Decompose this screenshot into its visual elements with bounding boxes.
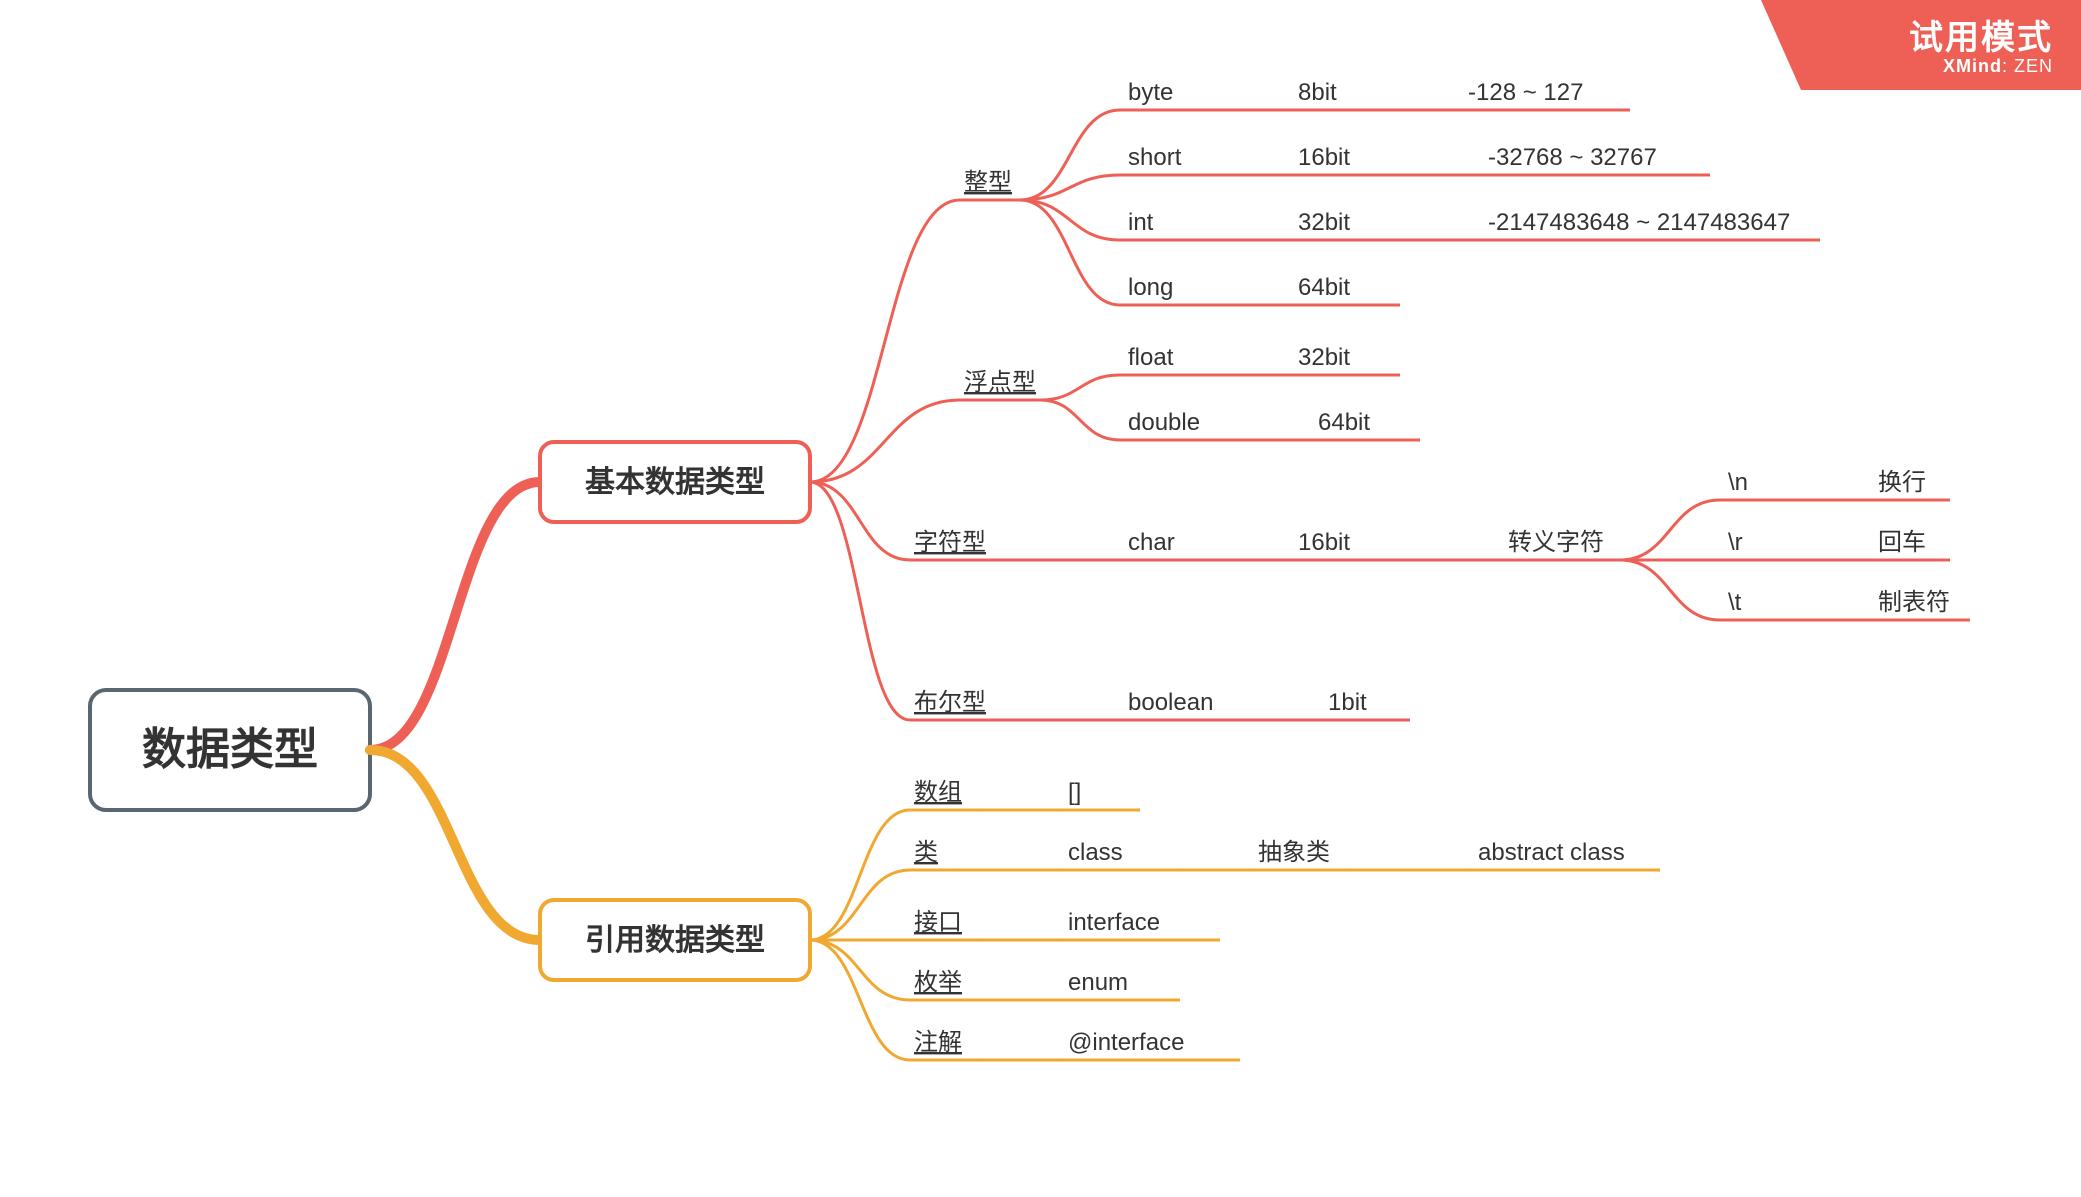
leaf-reference-4-0-label: @interface bbox=[1068, 1029, 1184, 1056]
connector bbox=[810, 810, 910, 940]
connector bbox=[1620, 560, 1720, 620]
connector bbox=[1620, 500, 1720, 560]
connector bbox=[810, 400, 960, 482]
connector bbox=[370, 750, 540, 940]
leaf-basic-0-0-c0-label: 8bit bbox=[1298, 79, 1337, 106]
leaf-basic-2-0-c0-c0-c1-c0-label: 回车 bbox=[1878, 529, 1926, 556]
connector bbox=[810, 482, 910, 720]
leaf-basic-0-3-c0-label: 64bit bbox=[1298, 274, 1350, 301]
leaf-basic-1-0-c0-label: 32bit bbox=[1298, 344, 1350, 371]
category-reference-label: 引用数据类型 bbox=[585, 924, 765, 957]
connector bbox=[1020, 200, 1120, 240]
trial-banner-subtitle: XMind: ZEN bbox=[1943, 56, 2053, 77]
leaf-basic-2-0-c0-c0-label: 转义字符 bbox=[1508, 529, 1604, 556]
subtype-interface-label: 接口 bbox=[914, 909, 962, 936]
leaf-basic-3-0-label: boolean bbox=[1128, 689, 1213, 716]
leaf-basic-2-0-c0-label: 16bit bbox=[1298, 529, 1350, 556]
connector bbox=[810, 870, 910, 940]
leaf-basic-0-1-c0-c0-label: -32768 ~ 32767 bbox=[1488, 144, 1657, 171]
subtype-int-type-label: 整型 bbox=[964, 169, 1012, 196]
leaf-basic-0-2-c0-c0-label: -2147483648 ~ 2147483647 bbox=[1488, 209, 1790, 236]
subtype-char-type-label: 字符型 bbox=[914, 529, 986, 556]
leaf-reference-1-0-label: class bbox=[1068, 839, 1123, 866]
leaf-basic-0-2-label: int bbox=[1128, 209, 1154, 236]
leaf-basic-2-0-c0-c0-c2-label: \t bbox=[1728, 589, 1742, 616]
trial-banner-title: 试用模式 bbox=[1909, 10, 2053, 59]
subtype-enum-label: 枚举 bbox=[914, 969, 962, 996]
subtype-bool-type-label: 布尔型 bbox=[914, 689, 986, 716]
connector bbox=[1020, 200, 1120, 305]
leaf-reference-1-0-c0-c0-label: abstract class bbox=[1478, 839, 1625, 866]
connector bbox=[810, 940, 910, 1060]
subtype-class-label: 类 bbox=[914, 839, 938, 866]
subtype-array-label: 数组 bbox=[914, 779, 962, 806]
leaf-basic-1-0-label: float bbox=[1128, 344, 1174, 371]
leaf-basic-0-0-label: byte bbox=[1128, 79, 1173, 106]
leaf-basic-1-1-c0-label: 64bit bbox=[1318, 409, 1370, 436]
leaf-basic-2-0-label: char bbox=[1128, 529, 1175, 556]
connector bbox=[810, 482, 910, 560]
leaf-basic-1-1-label: double bbox=[1128, 409, 1200, 436]
leaf-reference-2-0-label: interface bbox=[1068, 909, 1160, 936]
leaf-basic-0-3-label: long bbox=[1128, 274, 1173, 301]
trial-banner: 试用模式 XMind: ZEN bbox=[1761, 0, 2081, 90]
leaf-basic-3-0-c0-label: 1bit bbox=[1328, 689, 1367, 716]
leaf-basic-0-1-c0-label: 16bit bbox=[1298, 144, 1350, 171]
leaf-basic-2-0-c0-c0-c1-label: \r bbox=[1728, 529, 1743, 556]
subtype-float-type-label: 浮点型 bbox=[964, 369, 1036, 396]
leaf-reference-1-0-c0-label: 抽象类 bbox=[1258, 839, 1330, 866]
leaf-basic-0-1-label: short bbox=[1128, 144, 1182, 171]
leaf-reference-3-0-label: enum bbox=[1068, 969, 1128, 996]
connector bbox=[810, 940, 910, 1000]
leaf-reference-0-0-label: [] bbox=[1068, 779, 1081, 806]
mindmap-canvas: 数据类型 基本数据类型 整型 byte 8bit -128 ~ 127 short 16bit… bbox=[0, 0, 2081, 1197]
leaf-basic-0-0-c0-c0-label: -128 ~ 127 bbox=[1468, 79, 1583, 106]
connector bbox=[1040, 400, 1120, 440]
subtype-annotation-label: 注解 bbox=[914, 1029, 962, 1056]
leaf-basic-2-0-c0-c0-c2-c0-label: 制表符 bbox=[1878, 589, 1950, 616]
leaf-basic-2-0-c0-c0-c0-label: \n bbox=[1728, 469, 1748, 496]
leaf-basic-0-2-c0-label: 32bit bbox=[1298, 209, 1350, 236]
connector bbox=[370, 482, 540, 750]
leaf-basic-2-0-c0-c0-c0-c0-label: 换行 bbox=[1878, 469, 1926, 496]
category-basic-label: 基本数据类型 bbox=[585, 466, 765, 499]
connector bbox=[1040, 375, 1120, 400]
root-label: 数据类型 bbox=[142, 725, 318, 774]
